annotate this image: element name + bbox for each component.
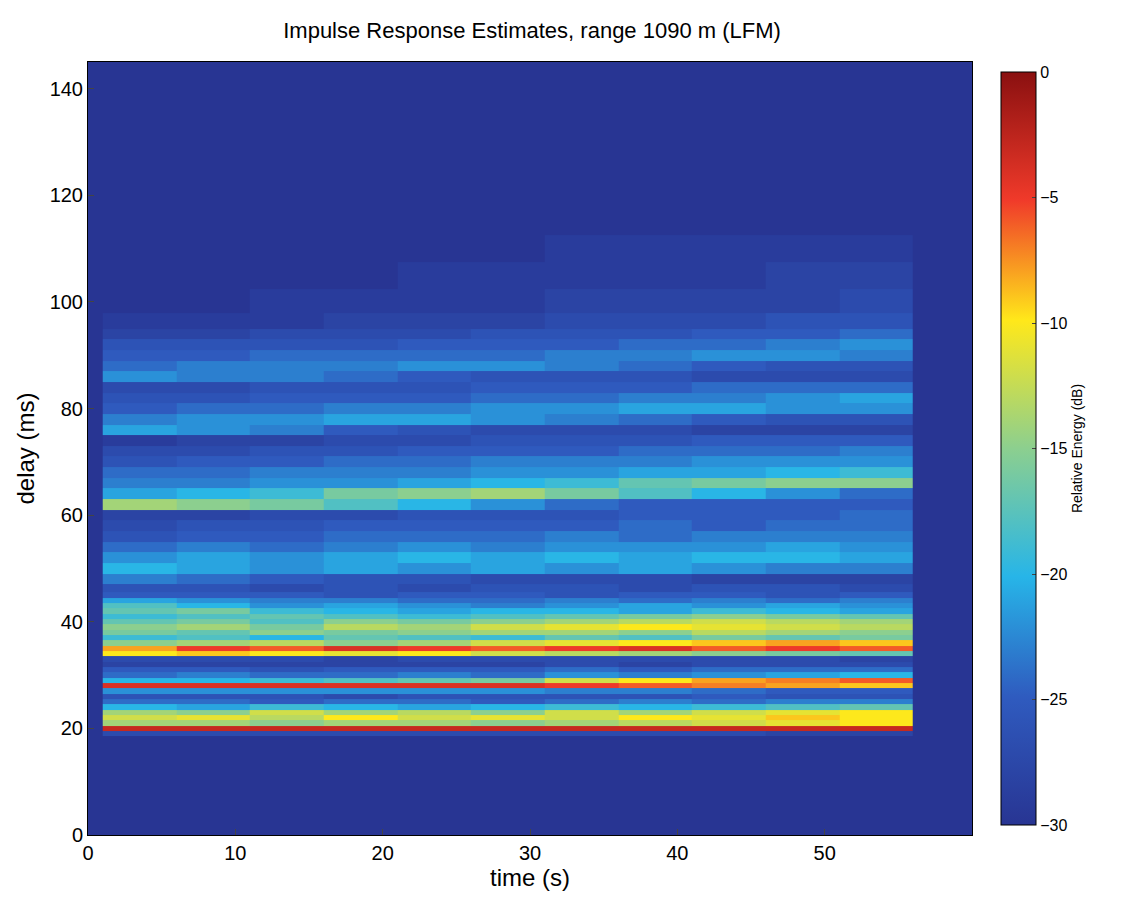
svg-text:−20: −20 [1040,566,1067,583]
svg-text:−30: −30 [1040,817,1067,834]
svg-text:80: 80 [61,398,83,420]
svg-text:Relative Energy (dB): Relative Energy (dB) [1069,384,1085,513]
svg-text:20: 20 [372,842,394,864]
svg-text:−10: −10 [1040,315,1067,332]
svg-text:0: 0 [82,842,93,864]
svg-text:time (s): time (s) [490,864,570,891]
svg-text:120: 120 [50,184,83,206]
svg-text:20: 20 [61,717,83,739]
svg-text:−15: −15 [1040,440,1067,457]
svg-text:140: 140 [50,78,83,100]
svg-text:60: 60 [61,504,83,526]
svg-text:Impulse Response Estimates, ra: Impulse Response Estimates, range 1090 m… [283,18,781,43]
svg-text:−5: −5 [1040,189,1058,206]
svg-text:40: 40 [666,842,688,864]
svg-text:0: 0 [72,824,83,846]
svg-text:−25: −25 [1040,691,1067,708]
svg-text:100: 100 [50,291,83,313]
svg-text:40: 40 [61,611,83,633]
svg-text:50: 50 [814,842,836,864]
svg-text:30: 30 [519,842,541,864]
svg-text:10: 10 [224,842,246,864]
svg-text:delay (ms): delay (ms) [12,392,39,504]
svg-text:0: 0 [1040,64,1049,81]
